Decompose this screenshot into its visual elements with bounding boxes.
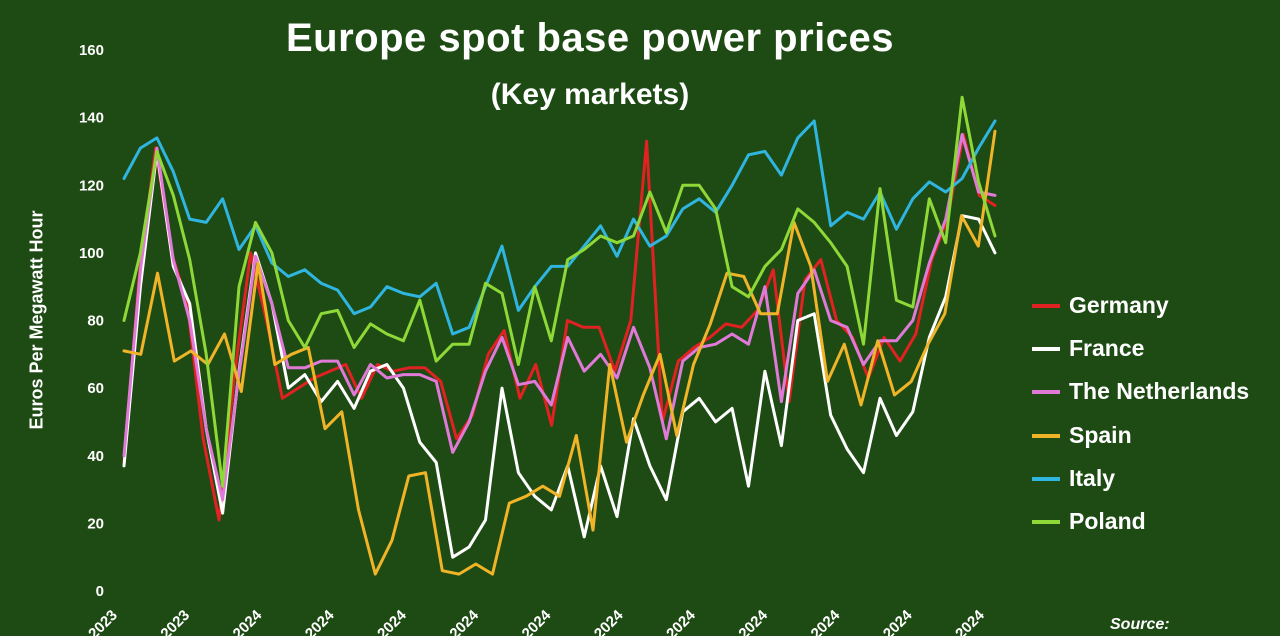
- legend-label-france: France: [1069, 335, 1145, 361]
- x-tick-label: 2024: [446, 606, 482, 636]
- legend-swatch-spain: [1032, 434, 1060, 438]
- x-tick-label: 2023: [85, 607, 121, 636]
- legend-swatch-germany: [1032, 304, 1060, 308]
- x-tick-label: 2024: [808, 606, 844, 636]
- legend-label-netherlands: The Netherlands: [1069, 378, 1250, 404]
- series-line-poland: [122, 95, 997, 488]
- legend-swatch-france: [1032, 347, 1060, 351]
- x-tick-label: 2024: [591, 606, 627, 636]
- chart-subtitle: (Key markets): [490, 78, 690, 111]
- y-tick-label: 0: [96, 583, 104, 600]
- y-tick-label: 40: [87, 448, 104, 465]
- series-line-spain: [122, 129, 997, 576]
- source-label: Source:: [1110, 616, 1170, 633]
- y-tick-label: 80: [87, 313, 104, 330]
- y-tick-label: 100: [79, 245, 104, 262]
- x-tick-label: 2024: [302, 606, 338, 636]
- y-tick-label: 20: [87, 515, 104, 532]
- y-tick-label: 120: [79, 177, 104, 194]
- legend-swatch-poland: [1032, 520, 1060, 524]
- legend-label-poland: Poland: [1069, 508, 1146, 534]
- x-tick-label: 2024: [374, 606, 410, 636]
- x-tick-label: 2024: [952, 606, 988, 636]
- series-line-italy: [122, 119, 997, 336]
- legend-swatch-italy: [1032, 477, 1060, 481]
- x-tick-label: 2024: [230, 606, 266, 636]
- y-tick-label: 140: [79, 110, 104, 127]
- series-line-the-netherlands: [122, 133, 997, 502]
- legend-label-germany: Germany: [1069, 292, 1169, 318]
- legend-swatch-netherlands: [1032, 390, 1060, 394]
- x-tick-label: 2024: [735, 606, 771, 636]
- chart-title: Europe spot base power prices: [286, 16, 894, 60]
- x-tick-label: 2024: [663, 606, 699, 636]
- x-tick-label: 2024: [519, 606, 555, 636]
- y-tick-label: 60: [87, 380, 104, 397]
- legend-label-spain: Spain: [1069, 422, 1132, 448]
- x-tick-label: 2023: [157, 607, 193, 636]
- y-tick-label: 160: [79, 42, 104, 59]
- x-tick-label: 2024: [880, 606, 916, 636]
- legend-label-italy: Italy: [1069, 465, 1116, 491]
